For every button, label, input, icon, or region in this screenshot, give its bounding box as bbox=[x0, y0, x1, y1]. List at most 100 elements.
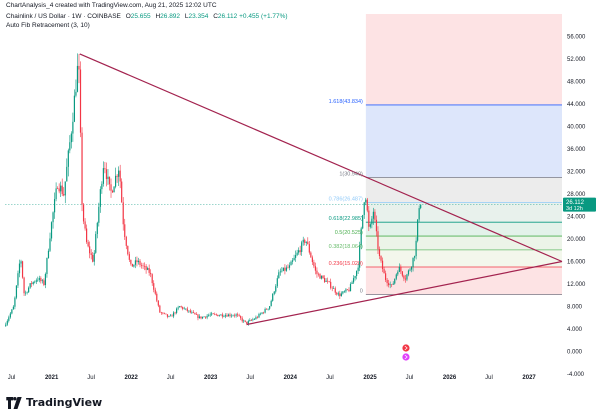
candle-body bbox=[308, 244, 310, 253]
fib-label-1.618: 1.618(43.834) bbox=[329, 99, 363, 105]
candle-body bbox=[159, 305, 161, 313]
candle-body bbox=[270, 300, 272, 307]
high-label: H bbox=[155, 13, 161, 20]
candle-body bbox=[208, 315, 210, 316]
time-tick-label: 2023 bbox=[204, 375, 218, 381]
candle-body bbox=[172, 312, 175, 317]
candle-body bbox=[250, 320, 252, 321]
candle-body bbox=[92, 254, 94, 262]
time-tick-label: Jul bbox=[485, 375, 493, 381]
chart-caption: ChartAnalysis_4 created with TradingView… bbox=[6, 2, 217, 9]
candle-body bbox=[185, 308, 187, 310]
fib-zone-top bbox=[365, 14, 562, 105]
fib-retracement[interactable] bbox=[365, 14, 562, 296]
event-icon[interactable] bbox=[402, 344, 410, 352]
candle-body bbox=[145, 265, 147, 270]
candle-body bbox=[327, 280, 329, 282]
candle-body bbox=[272, 293, 274, 301]
price-tick-label: 48.000 bbox=[567, 80, 586, 86]
event-icons[interactable] bbox=[402, 344, 410, 361]
candle-body bbox=[84, 221, 86, 229]
candle-body bbox=[282, 267, 284, 271]
price-tick-label: 12.000 bbox=[567, 282, 586, 288]
trendlines[interactable] bbox=[79, 53, 563, 326]
candle-body bbox=[381, 260, 384, 270]
candle-body bbox=[118, 170, 120, 177]
candle-body bbox=[52, 212, 54, 223]
candle-body bbox=[17, 273, 19, 286]
candle-body bbox=[49, 238, 51, 251]
price-tick-label: 52.000 bbox=[567, 57, 586, 63]
trendline-lower bbox=[246, 260, 563, 326]
candle-body bbox=[378, 249, 381, 257]
candle-body bbox=[188, 310, 190, 312]
candle-body bbox=[244, 320, 246, 322]
candle-body bbox=[79, 69, 82, 133]
candle-body bbox=[253, 319, 256, 320]
candle-body bbox=[209, 314, 211, 316]
candle-body bbox=[420, 204, 422, 209]
candle-body bbox=[293, 257, 295, 261]
candle-body bbox=[154, 289, 156, 294]
candle-body bbox=[214, 313, 216, 315]
candle-body bbox=[157, 300, 159, 306]
candle-body bbox=[28, 287, 30, 293]
candle-body bbox=[14, 297, 16, 307]
time-tick-label: Jul bbox=[246, 375, 254, 381]
candle-body bbox=[140, 265, 143, 266]
candle-body bbox=[197, 314, 199, 319]
candle-body bbox=[137, 260, 140, 263]
candle-body bbox=[24, 292, 27, 294]
candle-body bbox=[127, 245, 129, 255]
candle-body bbox=[291, 260, 294, 262]
candle-body bbox=[307, 241, 309, 245]
candle-body bbox=[86, 228, 88, 243]
candle-body bbox=[322, 275, 324, 278]
candles bbox=[5, 53, 422, 327]
candle-body bbox=[249, 320, 251, 322]
candle-body bbox=[305, 241, 307, 243]
event-icon[interactable] bbox=[402, 353, 410, 361]
candle-body bbox=[166, 314, 169, 317]
candle-body bbox=[90, 253, 92, 255]
candle-body bbox=[273, 291, 275, 294]
candle-body bbox=[18, 263, 21, 274]
high-value: 26.892 bbox=[160, 13, 181, 20]
candle-body bbox=[57, 188, 59, 189]
candle-body bbox=[215, 314, 217, 315]
candle-body bbox=[346, 289, 349, 290]
candle-body bbox=[285, 267, 288, 271]
candle-body bbox=[142, 265, 144, 267]
time-tick-label: 2027 bbox=[522, 375, 536, 381]
candle-body bbox=[279, 271, 281, 273]
candle-body bbox=[201, 316, 204, 319]
candle-body bbox=[311, 257, 313, 263]
candle-body bbox=[200, 316, 202, 319]
fib-label-0: 0 bbox=[360, 289, 363, 295]
symbol-legend[interactable]: Chainlink / US Dollar · 1W · COINBASE O2… bbox=[6, 13, 288, 20]
candle-body bbox=[259, 313, 262, 315]
candle-body bbox=[96, 222, 98, 234]
candle-body bbox=[418, 208, 420, 220]
candle-body bbox=[34, 281, 36, 283]
candle-body bbox=[333, 288, 335, 289]
candle-body bbox=[226, 315, 228, 317]
candle-body bbox=[95, 233, 97, 253]
tradingview-footer[interactable]: TradingView bbox=[6, 396, 102, 409]
candle-body bbox=[334, 288, 336, 293]
price-axis[interactable]: 56.000 52.000 48.000 44.000 40.000 36.000 32.0… bbox=[563, 35, 596, 379]
candle-body bbox=[337, 293, 339, 295]
candle-body bbox=[247, 321, 249, 324]
time-axis[interactable]: Jul 2021 Jul 2022 Jul 2023 Jul 2024 Jul 2025 Jul 20… bbox=[8, 375, 537, 381]
fib-labels: 1.618(43.834) 1(30.940) 0.786(26.487) 0.618… bbox=[329, 99, 363, 295]
candle-body bbox=[119, 170, 121, 182]
time-tick-label: 2026 bbox=[443, 375, 457, 381]
candle-body bbox=[70, 133, 72, 143]
candle-body bbox=[26, 292, 28, 293]
time-tick-label: Jul bbox=[8, 375, 16, 381]
indicator-legend[interactable]: Auto Fib Retracement (3, 10) bbox=[6, 22, 90, 29]
candle-body bbox=[218, 315, 220, 317]
candle-body bbox=[328, 281, 330, 282]
